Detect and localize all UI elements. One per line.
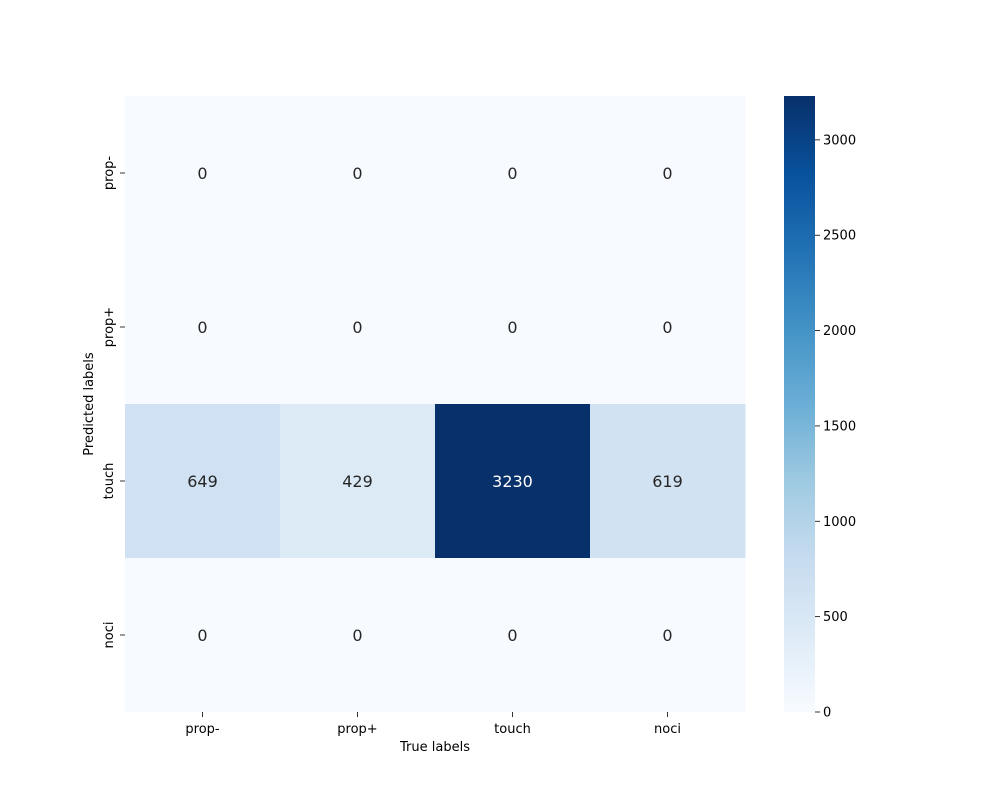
cell-value-label: 0 (197, 626, 207, 645)
colorbar-tick-label: 2000 (823, 324, 856, 339)
colorbar-tick-label: 1500 (823, 419, 856, 434)
cell-value-label: 649 (187, 472, 218, 491)
heatmap-cell (125, 558, 281, 713)
y-tick-label: prop- (102, 156, 117, 191)
cell-value-label: 619 (652, 472, 683, 491)
x-tick-label: noci (654, 722, 681, 737)
heatmap-cells (125, 96, 746, 713)
colorbar-tick-label: 1000 (823, 515, 856, 530)
heatmap-cell (125, 96, 281, 251)
heatmap-cell (435, 250, 591, 405)
x-tick-label: prop- (185, 722, 220, 737)
cell-value-label: 429 (342, 472, 373, 491)
heatmap-cell (435, 558, 591, 713)
heatmap-cell (280, 96, 436, 251)
cell-value-label: 0 (662, 318, 672, 337)
colorbar (784, 96, 815, 712)
heatmap-cell (125, 404, 281, 559)
colorbar-tick-label: 2500 (823, 229, 856, 244)
colorbar-tick-label: 500 (823, 610, 848, 625)
y-tick-label: touch (102, 463, 117, 500)
heatmap-cell (435, 96, 591, 251)
cell-value-label: 0 (662, 164, 672, 183)
x-tick-label: touch (494, 722, 531, 737)
x-tick-label: prop+ (337, 722, 377, 737)
heatmap-cell (590, 404, 746, 559)
cell-value-label: 0 (197, 164, 207, 183)
cell-value-label: 0 (197, 318, 207, 337)
heatmap-cell (590, 96, 746, 251)
heatmap-cell (125, 250, 281, 405)
cell-annotations: 0 0 0 0 0 0 0 0 649 429 3230 619 0 0 0 0 (187, 164, 683, 645)
x-axis-ticks: prop-prop+ touch noci (185, 712, 681, 737)
y-tick-label: noci (102, 622, 117, 649)
cell-value-label: 0 (507, 164, 517, 183)
cell-value-label: 0 (507, 318, 517, 337)
heatmap-cell (280, 558, 436, 713)
y-axis-ticks: prop-prop+ touch noci (102, 156, 125, 649)
cell-value-label: 3230 (492, 472, 533, 491)
colorbar-tick-label: 3000 (823, 133, 856, 148)
y-tick-label: prop+ (102, 307, 117, 347)
cell-value-label: 0 (662, 626, 672, 645)
x-axis-label: True labels (399, 740, 470, 755)
heatmap-cell (590, 250, 746, 405)
colorbar-ticks: 0 500 1000 1500 2000 2500 3000 (815, 133, 856, 721)
y-axis-label: Predicted labels (82, 352, 97, 456)
colorbar-tick-label: 0 (823, 706, 831, 721)
heatmap-cell (280, 404, 436, 559)
cell-value-label: 0 (352, 626, 362, 645)
cell-value-label: 0 (352, 164, 362, 183)
cell-value-label: 0 (507, 626, 517, 645)
heatmap-cell (590, 558, 746, 713)
heatmap-cell (280, 250, 436, 405)
cell-value-label: 0 (352, 318, 362, 337)
heatmap-cell (435, 404, 591, 559)
